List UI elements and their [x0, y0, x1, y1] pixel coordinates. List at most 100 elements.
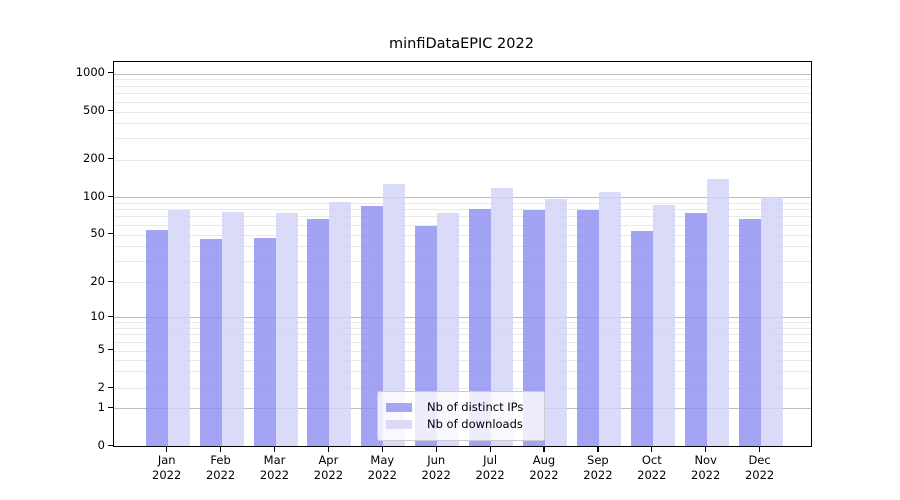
bar-distinct-ips-feb: [199, 238, 222, 446]
y-tick-label: 1: [97, 399, 105, 414]
y-tick-mark: [108, 349, 113, 351]
bar-downloads-oct: [652, 205, 675, 446]
x-tick-mark: [597, 446, 599, 452]
x-tick-label-mar: Mar 2022: [259, 453, 290, 482]
x-tick-label-jul: Jul 2022: [475, 453, 505, 482]
bar-downloads-sep: [598, 191, 621, 446]
gridline-minor: [114, 224, 811, 226]
x-tick-mark: [705, 446, 707, 452]
chart-title: minfiDataEPIC 2022: [389, 36, 534, 52]
legend-swatch-downloads: [386, 420, 412, 429]
gridline-minor: [114, 341, 811, 343]
x-tick-mark: [489, 446, 491, 452]
gridline-major: [114, 73, 811, 75]
bar-downloads-mar: [275, 213, 298, 446]
bar-downloads-jun: [437, 212, 460, 446]
bar-distinct-ips-apr: [307, 219, 330, 446]
x-tick-mark: [327, 446, 330, 452]
gridline-minor: [114, 111, 811, 113]
bar-downloads-jul: [491, 187, 514, 446]
y-tick-mark: [108, 158, 113, 160]
y-tick-label: 2: [97, 379, 105, 394]
gridline-major: [114, 197, 811, 198]
bar-distinct-ips-mar: [253, 237, 276, 446]
y-tick-label: 200: [83, 151, 105, 165]
legend-label-downloads: Nb of downloads: [427, 417, 523, 431]
y-tick-mark: [108, 280, 113, 282]
x-tick-label-aug: Aug 2022: [529, 453, 559, 482]
bar-downloads-may: [383, 183, 406, 446]
x-tick-mark: [651, 446, 653, 452]
bar-distinct-ips-oct: [630, 231, 653, 446]
bar-downloads-aug: [545, 199, 567, 446]
y-tick-mark: [108, 406, 113, 408]
y-tick-mark: [108, 444, 113, 446]
y-tick-mark: [108, 233, 113, 235]
gridline-minor: [114, 334, 811, 336]
y-tick-mark: [108, 110, 113, 112]
bar-downloads-nov: [706, 178, 729, 446]
x-tick-label-apr: Apr 2022: [313, 453, 344, 482]
y-tick-mark: [108, 72, 113, 74]
gridline-minor: [114, 79, 811, 81]
bar-distinct-ips-jul: [469, 209, 492, 446]
x-tick-mark: [220, 446, 222, 452]
x-tick-label-jun: Jun 2022: [421, 453, 451, 482]
gridline-minor: [114, 202, 811, 204]
gridline-minor: [114, 246, 811, 248]
x-tick-label-oct: Oct 2022: [637, 453, 667, 482]
legend-swatch-ips: [386, 403, 412, 412]
gridline-minor: [114, 93, 811, 95]
y-tick-label: 500: [83, 103, 105, 117]
gridline-minor: [114, 388, 811, 389]
x-tick-label-sep: Sep 2022: [583, 453, 613, 482]
gridline-minor: [114, 260, 811, 262]
gridline-minor: [114, 209, 811, 211]
x-tick-mark: [435, 446, 437, 452]
gridline-minor: [114, 327, 811, 329]
y-tick-label: 1000: [75, 65, 105, 79]
x-tick-mark: [759, 446, 761, 452]
gridline-minor: [114, 350, 811, 352]
y-tick-label: 20: [90, 273, 105, 288]
bar-distinct-ips-jan: [145, 230, 168, 446]
bar-distinct-ips-aug: [523, 209, 545, 446]
plot-area: [113, 61, 812, 447]
y-tick-label: 100: [83, 188, 105, 203]
bar-downloads-feb: [221, 211, 244, 446]
gridline-minor: [114, 101, 811, 103]
legend-item-downloads: Nb of downloads: [386, 417, 536, 432]
gridline-minor: [114, 216, 811, 218]
bar-downloads-jan: [167, 210, 190, 446]
x-tick-label-may: May 2022: [367, 453, 397, 482]
legend-item-distinct-ips: Nb of distinct IPs: [386, 400, 536, 415]
x-tick-mark: [273, 446, 276, 452]
y-tick-mark: [108, 315, 113, 317]
gridline-minor: [114, 159, 811, 161]
bar-downloads-dec: [760, 197, 783, 446]
x-tick-mark: [381, 446, 383, 452]
gridline-minor: [114, 138, 811, 140]
bar-distinct-ips-sep: [576, 209, 599, 446]
gridline-minor: [114, 371, 811, 373]
gridline-minor: [114, 282, 811, 283]
y-tick-label: 5: [97, 342, 105, 356]
gridline-minor: [114, 322, 811, 324]
gridline-major: [114, 317, 811, 318]
x-tick-label-feb: Feb 2022: [205, 453, 236, 482]
gridline-minor: [114, 234, 811, 236]
y-tick-mark: [108, 386, 113, 388]
bar-distinct-ips-dec: [738, 219, 761, 446]
legend: Nb of distinct IPs Nb of downloads: [377, 391, 545, 441]
legend-label-ips: Nb of distinct IPs: [427, 400, 524, 414]
gridline-minor: [114, 123, 811, 125]
y-tick-label: 50: [90, 226, 105, 240]
x-tick-label-nov: Nov 2022: [691, 453, 721, 482]
y-tick-label: 10: [90, 308, 105, 323]
x-tick-label-jan: Jan 2022: [152, 453, 182, 482]
y-tick-mark: [108, 195, 113, 197]
gridline-minor: [114, 359, 811, 361]
bar-distinct-ips-nov: [684, 212, 707, 446]
x-tick-mark: [543, 446, 545, 452]
